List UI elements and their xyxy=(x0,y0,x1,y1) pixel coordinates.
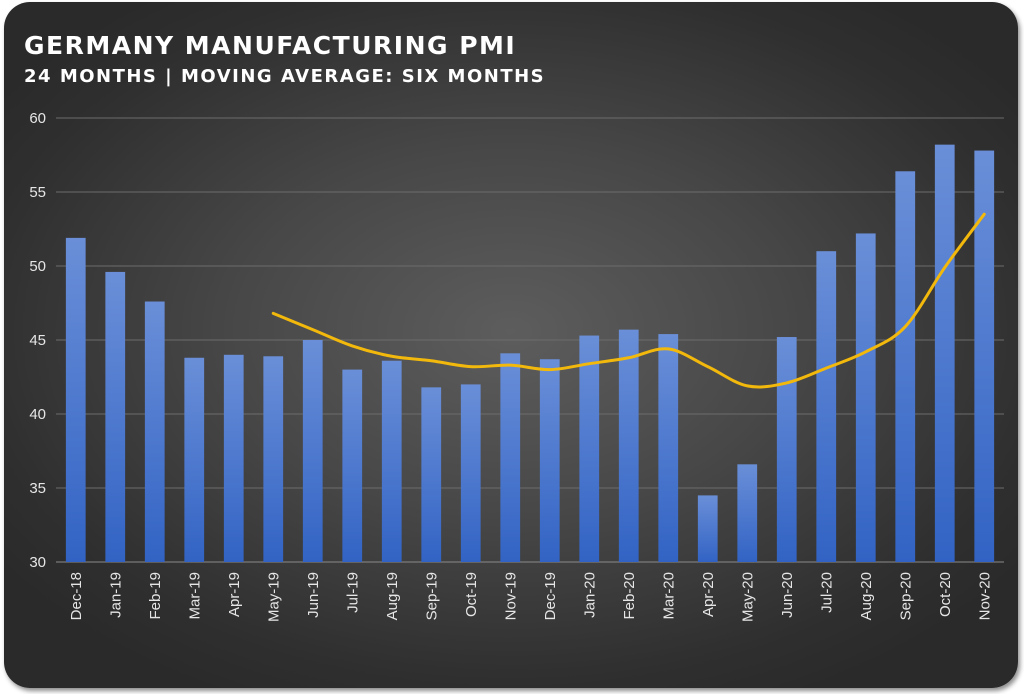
bar-Jun-19 xyxy=(302,340,323,562)
bar-Dec-18 xyxy=(65,237,86,562)
x-tick-label: Jun-19 xyxy=(305,572,322,618)
bar-Feb-20 xyxy=(618,329,639,562)
x-tick-label: Jan-20 xyxy=(581,572,598,618)
x-tick-label: Dec-18 xyxy=(68,572,85,620)
bar-Feb-19 xyxy=(144,301,165,562)
x-tick-label: Nov-19 xyxy=(502,572,519,620)
bar-Sep-20 xyxy=(895,171,916,562)
moving-average-line xyxy=(271,212,986,389)
bar-Aug-19 xyxy=(381,360,402,562)
x-tick-label: May-20 xyxy=(739,572,756,622)
bar-series xyxy=(65,144,995,562)
y-tick-label: 55 xyxy=(29,184,46,201)
bar-Jan-19 xyxy=(105,271,126,562)
x-tick-label: Feb-20 xyxy=(621,572,638,620)
x-tick-label: Oct-19 xyxy=(463,572,480,617)
moving-average-series xyxy=(271,212,986,389)
bar-Oct-19 xyxy=(460,384,481,562)
x-axis-ticks: Dec-18 Jan-19 Feb-19 Mar-19 Apr-19 May-19 Jun-… xyxy=(68,572,994,622)
x-tick-label: Dec-19 xyxy=(542,572,559,620)
gridlines xyxy=(56,117,1004,563)
bar-Jul-20 xyxy=(816,251,837,562)
x-tick-label: Mar-19 xyxy=(186,572,203,620)
bar-Mar-19 xyxy=(184,357,205,562)
x-tick-label: Oct-20 xyxy=(937,572,954,617)
y-tick-label: 60 xyxy=(29,110,46,127)
y-tick-label: 30 xyxy=(29,554,46,571)
x-tick-label: Jul-20 xyxy=(818,572,835,613)
bar-Jun-20 xyxy=(776,337,797,562)
x-tick-label: Aug-20 xyxy=(858,572,875,620)
bar-Sep-19 xyxy=(421,387,442,562)
y-axis-ticks: 30 35 40 45 50 55 60 xyxy=(29,110,46,571)
bar-May-19 xyxy=(263,356,284,562)
bar-Apr-20 xyxy=(697,495,718,562)
bar-Aug-20 xyxy=(855,233,876,562)
pmi-chart: 30 35 40 45 50 55 60 Dec-18 Jan-19 Feb-19 Mar-19 A… xyxy=(29,110,1004,622)
chart-subtitle: 24 MONTHS | MOVING AVERAGE: SIX MONTHS xyxy=(24,66,546,87)
bar-Jul-19 xyxy=(342,369,363,562)
x-tick-label: Apr-20 xyxy=(700,572,717,617)
y-tick-label: 40 xyxy=(29,406,46,423)
x-tick-label: Mar-20 xyxy=(660,572,677,620)
x-tick-label: Sep-19 xyxy=(423,572,440,620)
x-tick-label: Jan-19 xyxy=(107,572,124,618)
y-tick-label: 35 xyxy=(29,480,46,497)
y-tick-label: 45 xyxy=(29,332,46,349)
x-tick-label: Jun-20 xyxy=(779,572,796,618)
bar-Nov-19 xyxy=(500,353,521,562)
x-tick-label: Nov-20 xyxy=(976,572,993,620)
chart-title: GERMANY MANUFACTURING PMI xyxy=(24,31,517,60)
x-tick-label: Sep-20 xyxy=(897,572,914,620)
x-tick-label: Apr-19 xyxy=(226,572,243,617)
bar-Nov-20 xyxy=(974,150,995,562)
bar-Oct-20 xyxy=(934,144,955,562)
chart-card: GERMANY MANUFACTURING PMI 24 MONTHS | MO… xyxy=(4,2,1018,688)
y-tick-label: 50 xyxy=(29,258,46,275)
bar-Dec-19 xyxy=(539,359,560,562)
x-tick-label: Feb-19 xyxy=(147,572,164,620)
x-tick-label: Jul-19 xyxy=(344,572,361,613)
bar-Apr-19 xyxy=(223,354,244,562)
bar-Jan-20 xyxy=(579,335,600,562)
x-tick-label: May-19 xyxy=(265,572,282,622)
bar-May-20 xyxy=(737,464,758,562)
bar-Mar-20 xyxy=(658,334,679,562)
x-tick-label: Aug-19 xyxy=(384,572,401,620)
